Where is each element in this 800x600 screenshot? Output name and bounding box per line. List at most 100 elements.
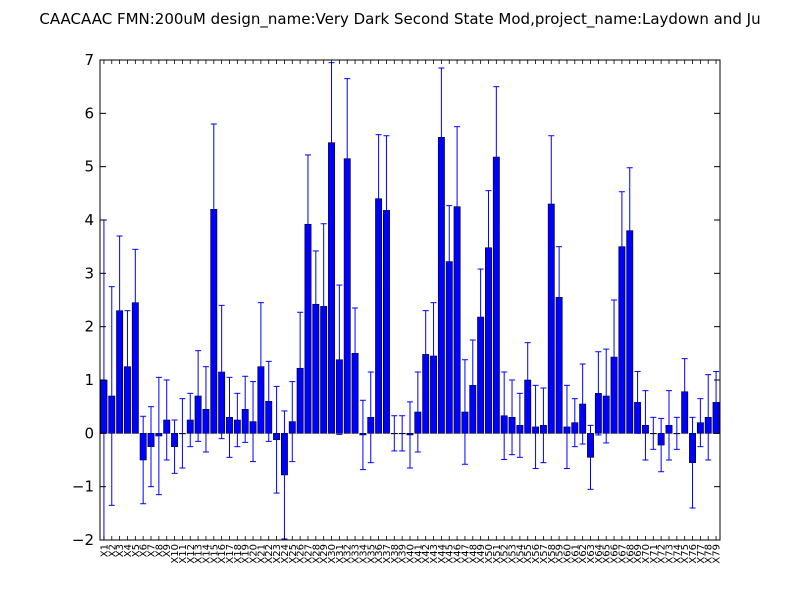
error-bar-X45 [446, 205, 453, 319]
x-tick-label: X62 [578, 544, 589, 564]
error-bar-X36 [375, 134, 382, 264]
x-tick-label: X72 [657, 544, 668, 564]
error-bar-X43 [430, 302, 437, 410]
y-tick-label: 1 [84, 371, 94, 389]
error-bar-X69 [634, 370, 641, 434]
x-tick-label: X77 [696, 544, 707, 564]
x-tick-label: X46 [453, 544, 464, 564]
error-bar-X4 [124, 310, 131, 424]
x-tick-label: X35 [366, 544, 377, 564]
error-bar-X72 [658, 417, 665, 473]
error-bar-X14 [202, 366, 209, 453]
y-tick-label: 3 [84, 264, 94, 282]
y-tick-label: −2 [72, 531, 94, 549]
x-tick-label: X4 [123, 544, 134, 557]
error-bar-X28 [312, 250, 319, 359]
x-tick-label: X50 [484, 544, 495, 564]
x-tick-label: X3 [115, 544, 126, 557]
error-bar-X70 [642, 390, 649, 461]
x-tick-label: X28 [311, 544, 322, 564]
x-tick-label: X44 [437, 544, 448, 564]
x-tick-label: X17 [225, 544, 236, 564]
error-bar-X15 [210, 123, 217, 296]
error-bar-X61 [571, 398, 578, 448]
error-bar-X41 [414, 371, 421, 453]
error-bar-X7 [148, 406, 155, 488]
error-bar-X6 [140, 415, 147, 505]
error-bar-X73 [665, 390, 672, 461]
x-tick-label: X54 [515, 544, 526, 564]
x-axis: X1X2X3X4X5X6X7X8X9X10X11X12X13X14X15X16X… [99, 60, 723, 564]
error-bar-X37 [383, 135, 390, 286]
x-tick-label: X14 [201, 544, 212, 564]
error-bar-X5 [132, 248, 139, 357]
x-tick-label: X10 [170, 544, 181, 564]
error-bar-X39 [399, 415, 406, 452]
x-tick-label: X9 [162, 544, 173, 557]
error-bar-X34 [359, 399, 366, 471]
error-bar-X12 [187, 392, 194, 448]
error-bar-X76 [689, 416, 696, 509]
x-tick-label: X13 [194, 544, 205, 564]
chart-title: CAACAAC FMN:200uM design_name:Very Dark … [39, 10, 761, 28]
x-tick-label: X16 [217, 544, 228, 564]
error-bar-X59 [556, 246, 563, 349]
error-bar-X78 [705, 374, 712, 461]
x-tick-label: X8 [154, 544, 165, 557]
x-tick-label: X39 [398, 544, 409, 564]
error-bar-X17 [226, 376, 233, 458]
error-bar-X75 [681, 358, 688, 426]
error-bar-X38 [391, 415, 398, 452]
y-tick-label: 6 [84, 104, 94, 122]
x-tick-label: X38 [390, 544, 401, 564]
error-bar-X47 [461, 359, 468, 465]
x-tick-label: X75 [680, 544, 691, 564]
error-bar-X49 [477, 268, 484, 366]
x-tick-label: X23 [272, 544, 283, 564]
x-tick-label: X60 [562, 544, 573, 564]
error-bar-X62 [579, 363, 586, 445]
error-bar-X27 [304, 154, 311, 295]
y-tick-label: 2 [84, 318, 94, 336]
x-tick-label: X36 [374, 544, 385, 564]
x-tick-label: X47 [460, 544, 471, 564]
x-tick-label: X73 [664, 544, 675, 564]
error-bar-X40 [407, 401, 413, 469]
error-bar-X68 [626, 167, 633, 295]
x-tick-label: X22 [264, 544, 275, 564]
x-tick-label: X51 [492, 544, 503, 564]
x-tick-label: X25 [288, 544, 299, 564]
error-bar-X19 [242, 375, 249, 443]
error-bar-X60 [563, 384, 570, 470]
x-tick-label: X52 [500, 544, 511, 564]
error-bar-X56 [532, 384, 539, 470]
x-tick-label: X19 [241, 544, 252, 564]
error-bar-X71 [650, 416, 657, 450]
error-bar-X2 [108, 286, 115, 506]
x-tick-label: X6 [139, 544, 150, 557]
y-tick-label: −1 [72, 478, 94, 496]
x-tick-label: X34 [358, 544, 369, 564]
error-bar-X20 [250, 381, 257, 463]
error-bar-X74 [673, 416, 680, 450]
error-bar-X8 [155, 376, 162, 496]
x-tick-label: X24 [280, 544, 291, 564]
error-bar-X48 [469, 339, 476, 432]
x-tick-label: X66 [610, 544, 621, 564]
x-tick-label: X67 [617, 544, 628, 564]
error-bar-X67 [618, 191, 625, 303]
y-tick-label: 0 [84, 424, 94, 442]
error-bar-X33 [352, 307, 359, 400]
error-bar-X21 [257, 302, 264, 432]
x-tick-label: X63 [586, 544, 597, 564]
x-tick-label: X20 [249, 544, 260, 564]
error-bar-X26 [297, 311, 304, 425]
x-tick-label: X30 [327, 544, 338, 564]
x-tick-label: X58 [547, 544, 558, 564]
x-tick-label: X7 [147, 544, 158, 557]
x-tick-label: X27 [303, 544, 314, 564]
y-tick-label: 4 [84, 211, 94, 229]
x-tick-label: X1 [99, 544, 110, 557]
x-tick-label: X5 [131, 544, 142, 557]
x-tick-label: X65 [602, 544, 613, 564]
